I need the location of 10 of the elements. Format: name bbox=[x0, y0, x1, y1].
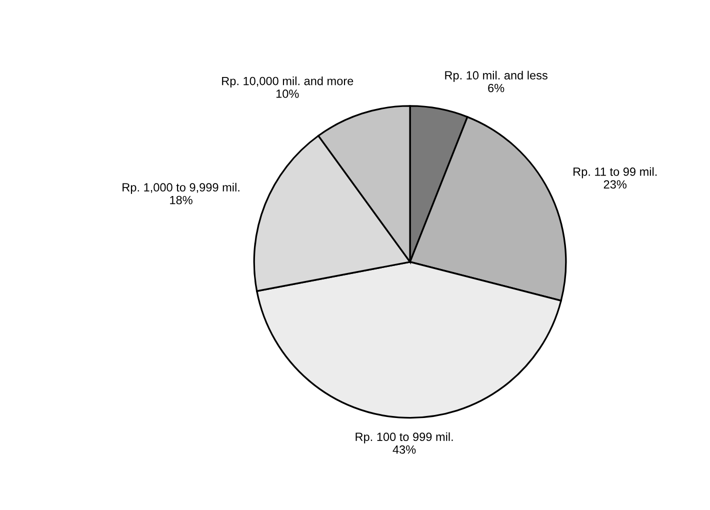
data-label: 43% bbox=[392, 445, 416, 454]
data-label: 10% bbox=[276, 90, 299, 98]
slice-label: Rp. 10 mil. and less bbox=[445, 70, 548, 82]
slice-label: Rp. 1,000 to 9,999 mil. bbox=[122, 182, 240, 194]
slice-label: Rp. 10,000 mil. and more bbox=[222, 76, 354, 88]
data-label: 23% bbox=[604, 180, 626, 189]
data-label: 6% bbox=[488, 84, 504, 92]
data-label: 18% bbox=[170, 196, 192, 204]
slice-label: Rp. 11 to 99 mil. bbox=[574, 167, 657, 178]
slice-label: Rp. 100 to 999 mil. bbox=[356, 432, 453, 444]
